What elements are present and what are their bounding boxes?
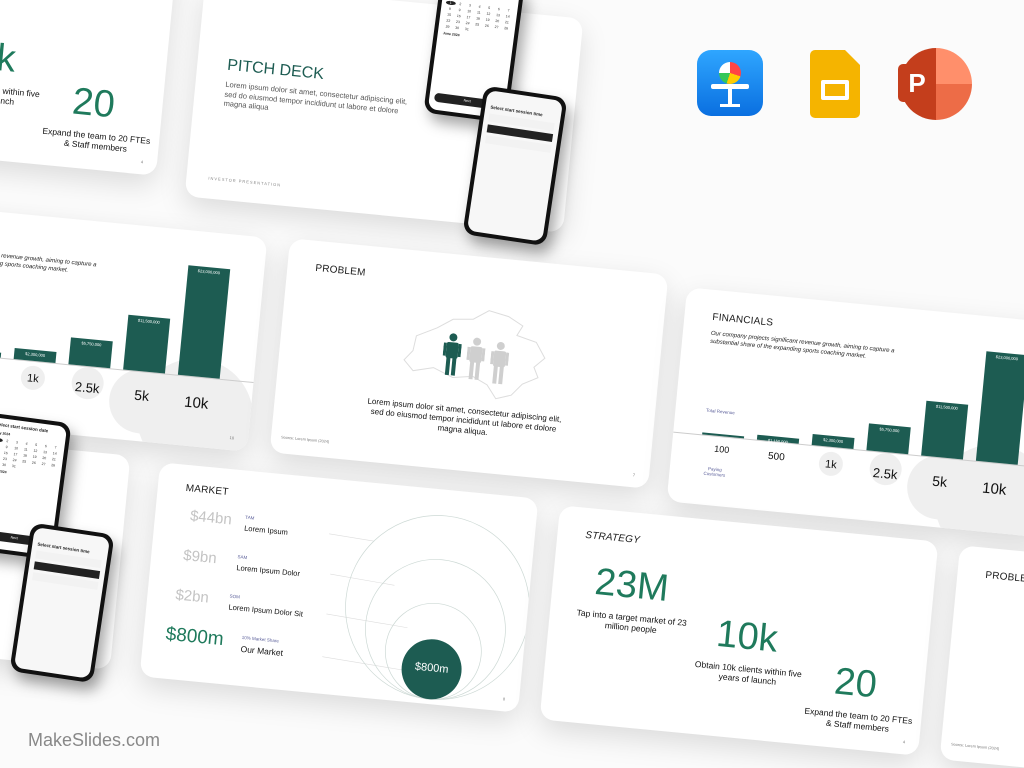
slide-title: PROBLEM: [984, 569, 1024, 586]
x-axis-label: Paying Customers: [703, 466, 726, 478]
slide-title: PROBLEM: [314, 262, 367, 279]
revenue-chart: 100$1,150,000500$2,300,0001k$5,750,0002.…: [0, 201, 267, 452]
stat-value: 20: [832, 660, 879, 707]
category-label: 100: [713, 443, 730, 456]
stat-caption: Expand the team to 20 FTEs & Staff membe…: [804, 705, 913, 734]
stat-caption: Tap into a target market of 23 million p…: [576, 607, 688, 636]
revenue-bar: $11,500,000: [921, 400, 969, 460]
slide-problem: PROBLEM Lorem ipsum dolor sit amet, cons…: [269, 238, 669, 489]
calendar-day: 7: [507, 8, 510, 13]
slide-title: PITCH DECK: [226, 56, 325, 84]
slide-title: STRATEGY: [584, 529, 641, 547]
revenue-bar: $23,000,000: [975, 351, 1024, 465]
revenue-bar: $1,150,000: [756, 434, 800, 445]
keynote-icon: [697, 50, 763, 116]
bar-data-label: $2,300,000: [822, 437, 844, 444]
calendar-day: 21: [504, 20, 510, 25]
page-number: 4: [140, 159, 144, 165]
connector-line: [330, 573, 395, 586]
revenue-bar: $5,750,000: [866, 422, 911, 455]
calendar-day: 28: [503, 26, 509, 31]
revenue-bar: $11,500,000: [123, 314, 171, 374]
slide-financials-partial: FINANCIALS Our company projects signific…: [0, 201, 268, 452]
stat-value: 10k: [714, 612, 780, 661]
bar-data-label: $23,000,000: [995, 354, 1019, 362]
calendar-day: 14: [52, 451, 57, 456]
watermark: MakeSlides.com: [28, 730, 161, 750]
bar-data-label: $11,500,000: [935, 403, 959, 411]
slide-description: Our company projects significant revenue…: [0, 245, 97, 274]
powerpoint-icon: P: [898, 48, 972, 120]
connector-line: [322, 656, 410, 672]
calendar-day: 7: [54, 445, 57, 450]
revenue-bar: $1,150,000: [0, 348, 2, 358]
person-icon: [490, 341, 510, 385]
calendar-day: 28: [50, 463, 56, 468]
region-map-outline: [403, 310, 546, 400]
bar-data-label: $2,300,000: [24, 351, 46, 358]
revenue-bar: $5,750,000: [68, 336, 113, 369]
page-number: 7: [632, 472, 636, 478]
calendar-day: 21: [51, 457, 57, 462]
slide-pitch-deck-partial: PITCH DECK Lorem ipsum dolor sit amet, c…: [0, 412, 131, 684]
calendar-day: 14: [505, 14, 510, 19]
slide-description: Our company projects significant revenue…: [709, 330, 895, 360]
y-axis-label: Total Revenue: [705, 407, 735, 416]
slide-financials: FINANCIALS Our company projects signific…: [666, 287, 1024, 538]
revenue-bar: $2,300,000: [811, 433, 855, 449]
slide-pitch-deck: PITCH DECK Lorem ipsum dolor sit amet, c…: [184, 0, 584, 247]
stat-caption: Expand the team to 20 FTEs & Staff membe…: [42, 125, 151, 154]
connector-line: [329, 533, 374, 542]
bar-data-label: $5,750,000: [879, 425, 900, 433]
our-market-circle: [401, 639, 462, 700]
bar-data-label: $1,150,000: [767, 437, 789, 445]
revenue-bar: $23,000,000: [177, 265, 231, 379]
revenue-bar: $2,300,000: [13, 347, 57, 363]
category-label: 2.5k: [872, 464, 899, 483]
category-label: 500: [767, 450, 786, 464]
stat-caption: Obtain 10k clients within five years of …: [0, 79, 41, 107]
connector-line: [326, 613, 408, 629]
slide-description: Lorem ipsum dolor sit amet, consectetur …: [223, 79, 408, 115]
slide-problem-partial: PROBLEM Lorem ipsum dolor sit amet, cons…: [939, 545, 1024, 768]
person-icon: [442, 333, 462, 376]
google-slides-icon: [810, 50, 860, 118]
category-label: 2.5k: [74, 378, 101, 397]
market-circles: [322, 515, 530, 700]
bar-data-label: $5,750,000: [81, 339, 102, 347]
page-number: 8: [502, 696, 506, 702]
stat-value: 23M: [592, 561, 671, 610]
source-note: Source: Lorem Ipsum (2024): [950, 742, 1000, 751]
person-icon: [466, 337, 486, 380]
bar-data-label: $11,500,000: [137, 317, 161, 325]
slide-title: FINANCIALS: [711, 311, 774, 329]
page-number: 10: [229, 435, 235, 441]
slide-strategy-partial: STRATEGY 23M Tap into a target market of…: [0, 0, 177, 176]
stat-caption: Obtain 10k clients within five years of …: [694, 658, 803, 687]
slide-market: MARKET $44bn TAM Lorem Ipsum $9bn SAM Lo…: [139, 462, 539, 713]
page-number: 4: [902, 739, 906, 745]
slide-footer: INVESTOR PRESENTATION: [208, 175, 282, 188]
stat-value: 20: [70, 80, 117, 127]
bar-data-label: $23,000,000: [197, 268, 221, 276]
source-note: Source: Lorem Ipsum (2024): [280, 435, 330, 444]
people-icons: [290, 238, 668, 385]
stat-value: 10k: [0, 32, 18, 81]
slide-strategy: STRATEGY 23M Tap into a target market of…: [539, 505, 939, 756]
